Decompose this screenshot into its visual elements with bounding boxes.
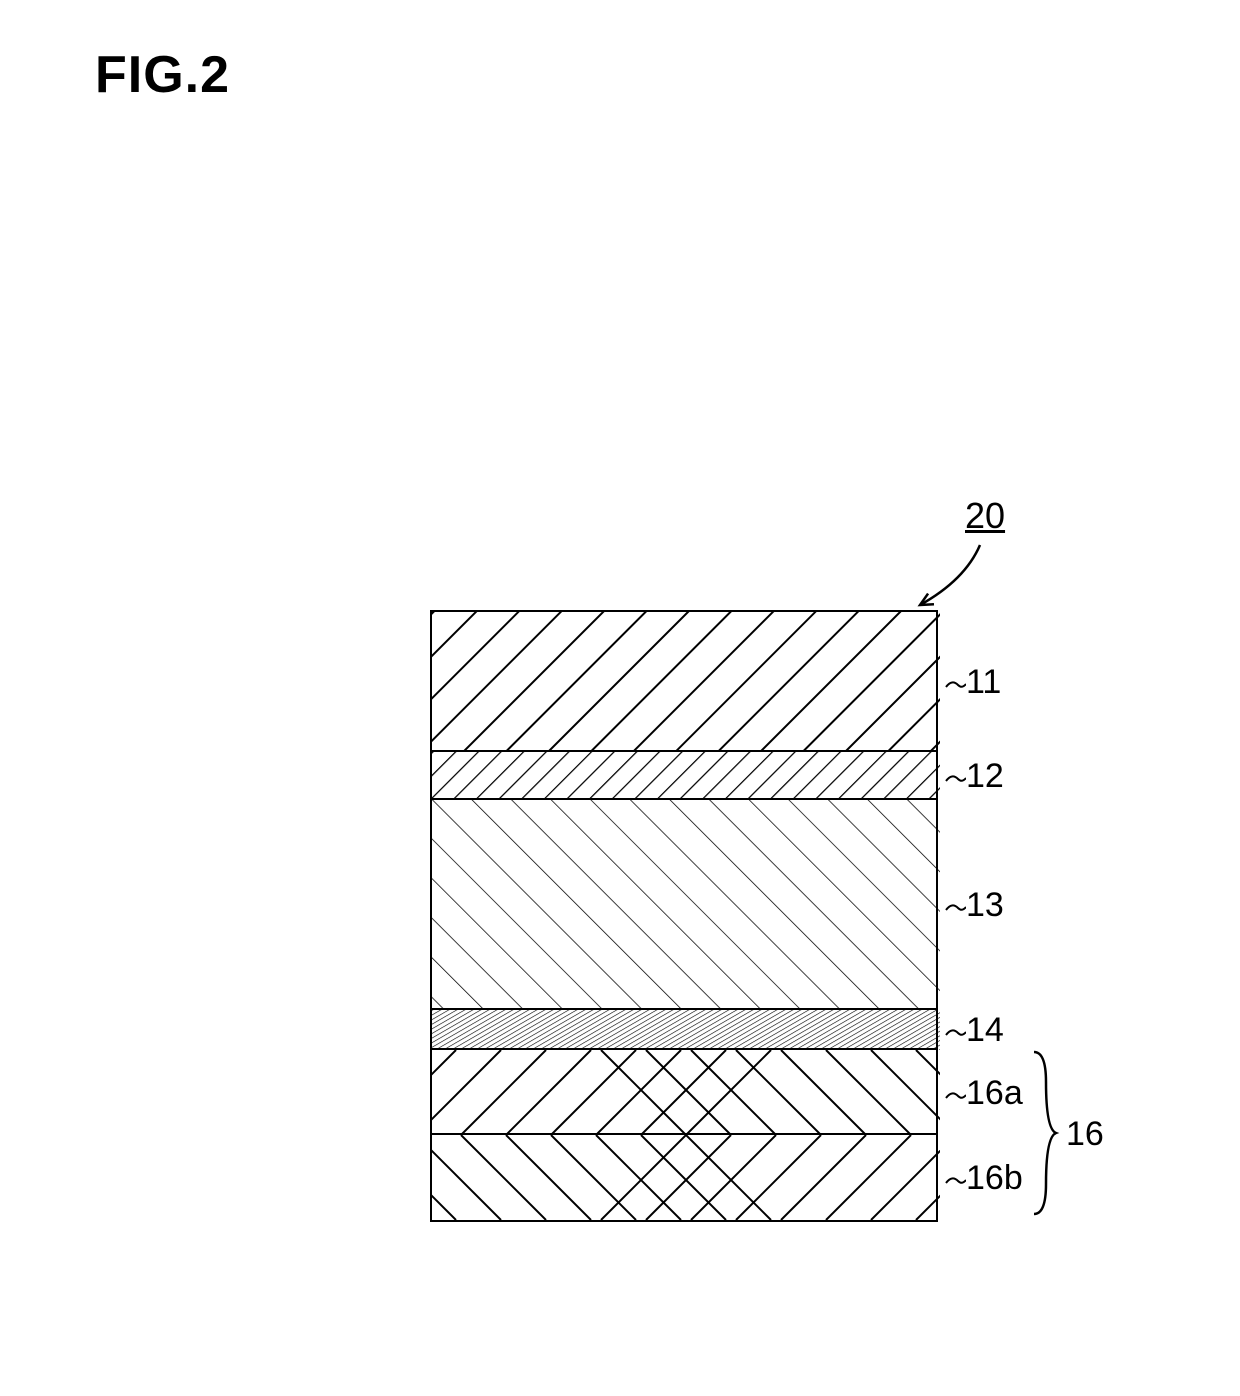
layer-16a (432, 1050, 936, 1135)
label-layer-11: 11 (944, 663, 1001, 702)
label-layer-16b: 16b (944, 1159, 1023, 1198)
layer-16b (432, 1135, 936, 1220)
layer-14 (432, 1010, 936, 1050)
layer-13 (432, 800, 936, 1010)
layer-11 (432, 612, 936, 752)
group-label: 16 (1066, 1115, 1104, 1154)
label-layer-14: 14 (944, 1011, 1004, 1050)
layer-stack-diagram: 1112131416a16b (430, 610, 938, 1222)
layer-stack (430, 610, 938, 1222)
layer-12 (432, 752, 936, 800)
label-layer-12: 12 (944, 757, 1004, 796)
label-layer-13: 13 (944, 886, 1004, 925)
label-layer-16a: 16a (944, 1074, 1023, 1113)
